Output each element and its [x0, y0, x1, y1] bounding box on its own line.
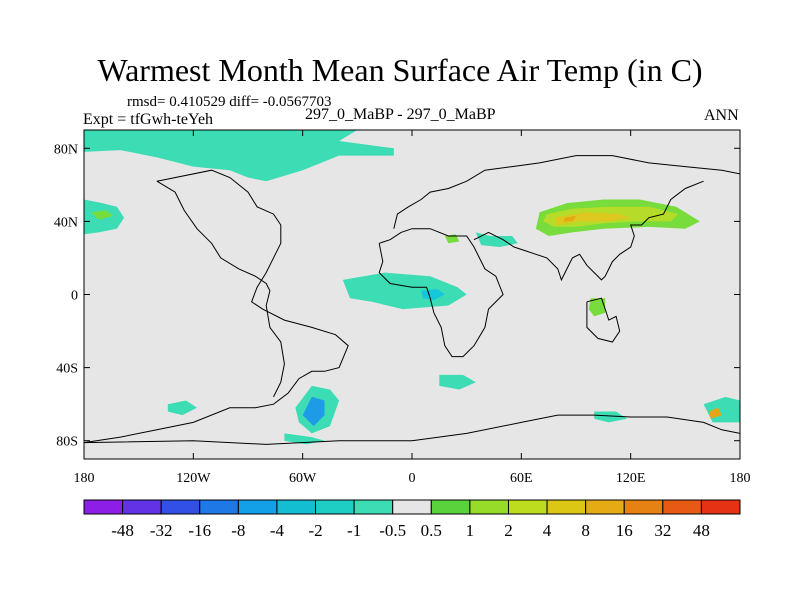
region-southeast-blob	[594, 411, 627, 423]
x-tick-label: 120W	[176, 471, 211, 486]
coastline-eurasia-coast	[393, 155, 740, 229]
stats-text: rmsd= 0.410529 diff= -0.0567703	[127, 94, 332, 110]
colorbar-swatch	[392, 499, 432, 515]
colorbar-swatch	[199, 499, 239, 515]
colorbar-label: 0.5	[421, 521, 442, 540]
colorbar-swatch	[315, 499, 355, 515]
coastline-layer	[84, 155, 740, 445]
region-north-africa-field	[342, 272, 467, 310]
x-tick-label: 60E	[510, 471, 533, 486]
colorbar-label: -0.5	[379, 521, 406, 540]
colorbar-label: 1	[466, 521, 475, 540]
colorbar-label: 16	[616, 521, 633, 540]
y-tick-label: 0	[71, 289, 78, 304]
colorbar-label: 2	[504, 521, 513, 540]
y-tick-label: 80N	[54, 142, 78, 157]
colorbar-swatch	[623, 499, 664, 515]
experiment-label: Expt = tfGwh-teYeh	[83, 111, 214, 128]
region-north-africa-core	[421, 289, 445, 300]
region-antarctic-east-warm	[709, 407, 722, 419]
coastline-antarctic-coast	[84, 414, 740, 445]
x-tick-label: 60W	[289, 471, 317, 486]
colorbar-label: -32	[150, 521, 173, 540]
colorbar-swatch	[122, 499, 162, 515]
colorbar-label: -2	[308, 521, 322, 540]
colorbar-label: -16	[188, 521, 211, 540]
colorbar-swatch	[546, 499, 587, 515]
chart-title: Warmest Month Mean Surface Air Temp (in …	[97, 52, 703, 88]
x-tick-label: 0	[409, 471, 416, 486]
region-australia-warm	[588, 298, 606, 317]
colorbar-swatch	[662, 499, 702, 515]
colorbar-swatch	[237, 499, 278, 515]
x-tick-label: 120E	[616, 471, 646, 486]
colorbar-swatch	[507, 499, 548, 515]
region-asia-warm-hot	[563, 215, 576, 222]
map-axes: 180 120W 60W 0 60E 120E 180 80N 40N 0 40S 80S	[54, 130, 751, 486]
x-tick-label: 180	[74, 471, 95, 486]
y-tick-label: 40S	[56, 362, 78, 377]
coastline-pacific-coast	[156, 180, 285, 398]
colorbar-label: -48	[111, 521, 134, 540]
colorbar-label: -1	[347, 521, 361, 540]
colorbar-label: 4	[543, 521, 552, 540]
colorbar-label: -4	[270, 521, 285, 540]
anomaly-regions	[84, 130, 740, 445]
colorbar-swatch	[430, 499, 471, 515]
colorbar-label: 48	[693, 521, 710, 540]
region-indian-ocean-blob	[439, 374, 476, 390]
coastline-americas-coast	[84, 169, 349, 444]
colorbar-swatch	[353, 499, 394, 515]
coastline-australia-coast	[586, 297, 621, 343]
colorbar-swatch	[160, 499, 201, 515]
colorbar-swatch	[700, 499, 741, 515]
colorbar-swatch	[83, 499, 124, 515]
y-tick-label: 40N	[54, 215, 78, 230]
region-north-pacific-west-core	[91, 210, 114, 220]
y-tick-label: 80S	[56, 435, 78, 450]
colorbar-label: -8	[231, 521, 245, 540]
coastline-africa-coast	[378, 228, 504, 358]
region-asia-warm-core	[554, 212, 631, 225]
colorbar-swatch	[585, 499, 625, 515]
colorbar: -48 -32 -16 -8 -4 -2 -1 -0.5 0.5 1 2 4 8 16 32 48	[83, 499, 741, 540]
comparison-label: 297_0_MaBP - 297_0_MaBP	[305, 106, 496, 123]
region-south-america-core	[302, 396, 325, 427]
colorbar-swatch	[469, 499, 509, 515]
x-tick-label: 180	[730, 471, 751, 486]
coastline-asia-south-coast	[473, 180, 704, 282]
colorbar-label: 32	[654, 521, 671, 540]
region-south-pacific-blob	[167, 400, 197, 416]
period-label: ANN	[704, 107, 739, 124]
colorbar-swatch	[276, 499, 317, 515]
region-east-africa-cool	[475, 232, 518, 247]
colorbar-label: 8	[581, 521, 590, 540]
region-north-polar-band	[84, 130, 394, 182]
